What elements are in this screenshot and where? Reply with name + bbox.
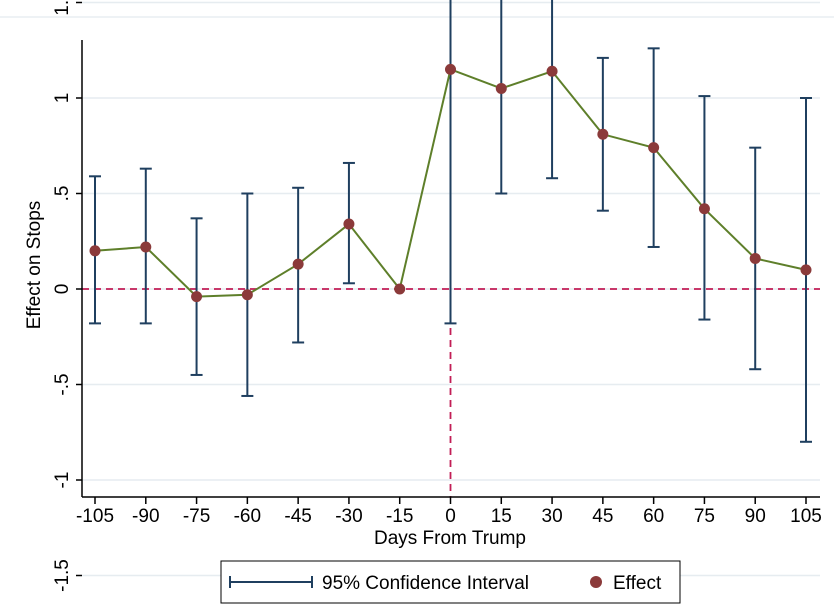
y-axis-label: Effect on Stops xyxy=(24,201,45,330)
y-tick-label: 0 xyxy=(52,284,73,295)
effect-point xyxy=(241,289,253,301)
effect-point xyxy=(292,258,304,270)
effect-point xyxy=(191,291,203,303)
confidence-interval xyxy=(444,0,457,325)
x-tick-label: 15 xyxy=(491,506,512,527)
x-tick-label: -30 xyxy=(335,506,362,527)
effect-point xyxy=(800,264,812,276)
x-tick-label: 45 xyxy=(592,506,613,527)
effect-point xyxy=(749,252,761,264)
effect-point xyxy=(343,218,355,230)
x-tick-label: -90 xyxy=(132,506,159,527)
x-tick-label: -75 xyxy=(183,506,210,527)
x-tick-label: 75 xyxy=(694,506,715,527)
x-tick-label: 90 xyxy=(745,506,766,527)
y-tick-label: -1 xyxy=(52,472,73,489)
effect-point xyxy=(546,65,558,77)
effect-points xyxy=(89,63,812,303)
confidence-interval xyxy=(546,0,559,180)
x-axis-label: Days From Trump xyxy=(374,528,526,549)
legend-ci-symbol xyxy=(229,576,313,588)
effect-point xyxy=(140,241,152,253)
effect-point xyxy=(445,63,456,75)
legend-ci-label: 95% Confidence Interval xyxy=(322,573,529,594)
legend-effect-label: Effect xyxy=(613,573,662,594)
effect-point xyxy=(89,245,101,257)
x-tick-label: -15 xyxy=(386,506,413,527)
legend-effect-symbol xyxy=(590,576,602,588)
y-tick-label: 1 xyxy=(52,93,73,104)
legend: 95% Confidence Interval Effect xyxy=(220,560,681,604)
x-tick-label: -105 xyxy=(76,506,114,527)
effect-point xyxy=(597,128,609,140)
x-tick-label: -45 xyxy=(284,506,311,527)
effect-point xyxy=(698,203,710,215)
y-tick-label: 1.5 xyxy=(52,0,73,16)
effect-point xyxy=(394,283,406,295)
x-tick-label: -60 xyxy=(234,506,261,527)
x-tick-label: 0 xyxy=(445,506,456,527)
y-tick-label: .5 xyxy=(52,186,73,202)
confidence-interval xyxy=(495,0,508,195)
axes: 21.51.50-.5-1-1.5-2-105-90-75-60-45-30-1… xyxy=(52,0,822,592)
effect-point xyxy=(495,82,507,94)
effect-point xyxy=(648,142,660,154)
x-tick-label: 105 xyxy=(790,506,822,527)
y-tick-label: -1.5 xyxy=(52,559,73,592)
y-tick-label: -.5 xyxy=(52,373,73,395)
x-tick-label: 60 xyxy=(643,506,664,527)
x-tick-label: 30 xyxy=(542,506,563,527)
